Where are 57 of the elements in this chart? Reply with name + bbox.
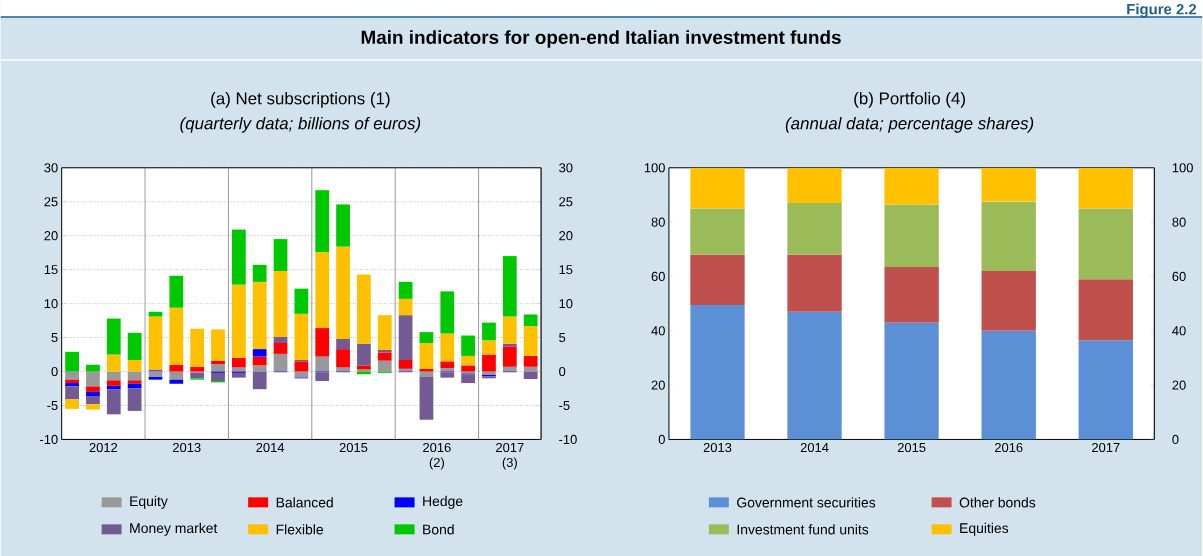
y2-tick-label: 80: [1172, 217, 1186, 227]
chart-title: (a) Net subscriptions (1): [211, 91, 390, 108]
legend-label: Government securities: [737, 497, 876, 508]
y-tick-label: 20: [44, 230, 58, 241]
y2-tick-label: 20: [559, 230, 573, 241]
y-tick-label: 100: [644, 163, 665, 173]
y2-tick-label: -5: [559, 400, 570, 410]
x-tick-label: 2014: [800, 442, 829, 452]
y-tick-label: -5: [47, 400, 58, 410]
x-tick-label: 2015: [897, 442, 926, 452]
text: Main indicators for open-end Italian investment funds: [361, 29, 841, 48]
y2-tick-label: 0: [559, 366, 566, 376]
legend-label: Equity: [130, 495, 168, 509]
x-tick-label: 2012: [89, 442, 118, 452]
y2-tick-label: 10: [559, 298, 573, 309]
y-tick-label: 40: [651, 326, 665, 336]
x-tick-label: 2015: [339, 442, 368, 452]
y2-tick-label: 15: [559, 265, 573, 275]
y2-tick-label: -10: [559, 434, 577, 444]
y-tick-label: 5: [51, 332, 58, 342]
y2-tick-label: 60: [1172, 271, 1186, 281]
y-tick-label: 80: [651, 217, 665, 227]
y2-tick-label: 0: [1172, 434, 1179, 444]
x-tick-label: 2014: [256, 442, 285, 452]
chart-subtitle: (quarterly data; billions of euros): [180, 116, 421, 133]
y2-tick-label: 100: [1172, 163, 1193, 173]
y-tick-label: 0: [51, 366, 58, 376]
y2-tick-label: 25: [559, 197, 573, 207]
x-tick-label: 2016 (2): [423, 442, 451, 470]
x-tick-label: 2017: [1092, 442, 1120, 452]
legend-label: Hedge: [423, 495, 463, 509]
y-tick-label: 60: [651, 271, 665, 281]
legend-label: Flexible: [276, 524, 324, 535]
y-tick-label: 10: [44, 298, 58, 309]
y2-tick-label: 30: [559, 163, 573, 173]
legend-label: Bond: [423, 524, 454, 535]
x-tick-label: 2013: [173, 442, 201, 452]
y2-tick-label: 20: [1172, 380, 1186, 390]
y-tick-label: 20: [651, 380, 665, 390]
x-tick-label: 2013: [703, 442, 732, 452]
x-tick-label: 2017 (3): [496, 442, 524, 470]
y-tick-label: 30: [44, 163, 58, 173]
caption: Figure 2.2: [1127, 3, 1197, 18]
y-tick-label: 15: [44, 265, 58, 275]
y-tick-label: -10: [40, 434, 58, 444]
y-tick-label: 0: [658, 434, 665, 444]
y-tick-label: 25: [44, 197, 58, 207]
chart-title: (b) Portfolio (4): [854, 91, 965, 108]
legend-label: Investment fund units: [737, 524, 869, 535]
chart-subtitle: (annual data; percentage shares): [785, 116, 1034, 133]
y2-tick-label: 5: [559, 332, 566, 342]
legend-label: Balanced: [276, 497, 333, 508]
legend-label: Money market: [130, 522, 218, 536]
legend-label: Other bonds: [959, 497, 1036, 508]
legend-label: Equities: [960, 522, 1009, 536]
x-tick-label: 2016: [994, 442, 1023, 452]
y2-tick-label: 40: [1172, 326, 1186, 336]
